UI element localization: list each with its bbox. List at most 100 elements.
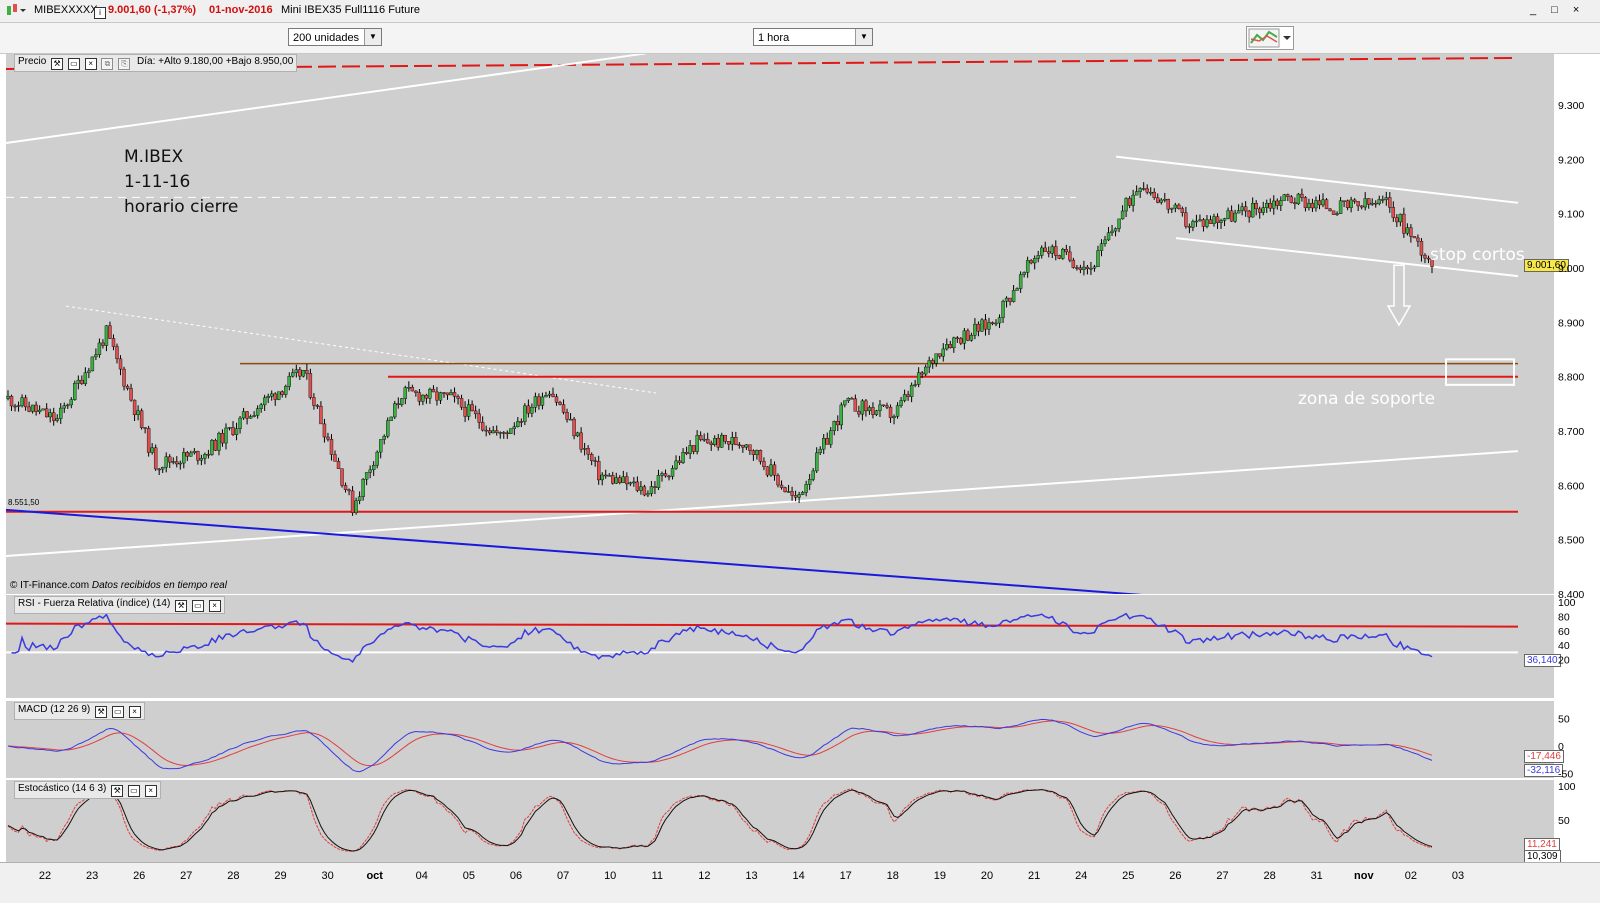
wrench-icon[interactable]: ⚒ <box>111 785 124 797</box>
window-controls[interactable]: _ □ × <box>1530 4 1586 16</box>
candle-body <box>9 395 14 407</box>
candle-body <box>969 334 974 341</box>
rsi-chart <box>6 612 1519 663</box>
candle-body <box>403 387 408 399</box>
candle-body <box>744 444 749 448</box>
x-tick-label: 21 <box>1028 870 1040 882</box>
candle-body <box>948 344 953 349</box>
x-tick-label: 18 <box>887 870 899 882</box>
candle-body <box>280 391 284 395</box>
indicators-icon <box>1248 28 1291 48</box>
candle-body <box>934 353 938 364</box>
units-select-value: 200 unidades <box>293 32 360 44</box>
chart-annotation: M.IBEX 1-11-16 horario cierre <box>124 145 238 220</box>
rsi-panel-header: RSI - Fuerza Relativa (índice) (14) ⚒ ▭ … <box>14 596 225 614</box>
x-axis-labels: 22 23 26 27 28 29 30 oct 04 05 06 07 10 11 12 13 14 17 18 1… <box>39 870 1464 882</box>
candle-body <box>487 430 492 434</box>
candle-body <box>277 391 281 400</box>
candle-body <box>667 475 671 478</box>
candle-body <box>59 407 63 419</box>
rsi-panel-title: RSI - Fuerza Relativa (índice) (14) <box>18 598 171 609</box>
candle-body <box>196 451 200 461</box>
window-icon[interactable]: ▭ <box>111 706 124 718</box>
close-icon[interactable]: × <box>128 706 141 718</box>
candle-body <box>843 400 847 406</box>
indicators-button[interactable] <box>1246 26 1294 50</box>
candle-body <box>586 448 590 455</box>
candle-body <box>305 370 309 374</box>
candle-body <box>1338 200 1343 214</box>
candle-body <box>681 452 685 463</box>
y-axis: 9.300 9.200 9.100 9.000 8.900 8.800 8.700 8.600… <box>1558 100 1584 827</box>
candle-body <box>516 421 520 427</box>
candle-body <box>23 397 28 408</box>
candle-body <box>632 481 636 484</box>
candle-body <box>565 412 569 420</box>
candle-body <box>811 470 815 480</box>
candle-body <box>340 468 344 486</box>
candle-body <box>150 447 154 453</box>
candle-body <box>1018 274 1023 289</box>
x-axis: 22 23 26 27 28 29 30 oct 04 05 06 07 10 11 12 13 14 17 18 1… <box>0 862 1600 903</box>
chart-toolbar: 200 unidades ▼ 1 hora ▼ <box>0 23 1600 54</box>
candle-body <box>262 397 267 406</box>
info-icon[interactable]: i <box>92 4 106 19</box>
candle-body <box>153 447 158 470</box>
candle-body <box>1198 219 1202 222</box>
candle-body <box>343 485 348 491</box>
rsi-value-badge: 36,140 <box>1524 654 1561 667</box>
window-icon[interactable]: ▭ <box>191 600 204 612</box>
close-icon[interactable]: × <box>84 58 97 70</box>
window-icon[interactable]: ▭ <box>127 785 140 797</box>
wrench-icon[interactable]: ⚒ <box>175 600 188 612</box>
candle-body <box>1212 216 1216 224</box>
timeframe-select[interactable]: 1 hora ▼ <box>753 28 873 46</box>
close-icon[interactable]: × <box>144 785 157 797</box>
y-tick-label: 9.000 <box>1558 263 1584 275</box>
candle-body <box>203 453 207 459</box>
candle-body <box>1127 198 1132 206</box>
y-tick-label: 8.600 <box>1558 480 1584 492</box>
candle-body <box>234 428 239 435</box>
wrench-icon[interactable]: ⚒ <box>95 706 108 718</box>
candle-body <box>684 452 689 454</box>
stoch-k-line <box>7 788 1433 853</box>
candle-body <box>1075 267 1079 269</box>
x-tick-label: 14 <box>792 870 804 882</box>
candle-body <box>224 427 228 444</box>
candle-body <box>976 323 981 332</box>
candle-body <box>1367 198 1371 205</box>
chart-type-icon[interactable] <box>4 2 26 21</box>
candle-body <box>660 473 664 476</box>
stoch-panel: Estocástico (14 6 3) ⚒ ▭ × <box>6 780 1554 862</box>
candle-body <box>579 432 583 450</box>
candle-body <box>1208 219 1213 224</box>
x-tick-label: 25 <box>1122 870 1134 882</box>
candle-body <box>1068 251 1072 261</box>
wrench-icon[interactable]: ⚒ <box>51 58 64 70</box>
support-label: zona de soporte <box>1298 389 1436 409</box>
candle-body <box>210 440 214 455</box>
candle-body <box>502 432 506 434</box>
candle-body <box>558 402 562 405</box>
candle-body <box>259 404 263 409</box>
candle-body <box>312 397 316 406</box>
y-tick-label: 9.100 <box>1558 209 1584 221</box>
window-icon[interactable]: ▭ <box>67 58 80 70</box>
macd-line <box>7 718 1433 773</box>
paste-icon[interactable]: ⎘ <box>118 58 131 70</box>
price-change-label: 9.001,60 (-1,37%) <box>108 4 197 16</box>
candle-body <box>772 464 777 476</box>
candle-body <box>357 496 362 501</box>
candle-body <box>533 396 538 408</box>
candle-body <box>83 372 88 384</box>
units-select[interactable]: 200 unidades ▼ <box>288 28 382 46</box>
copy-icon[interactable]: ⧉ <box>101 58 114 70</box>
candle-body <box>73 383 77 400</box>
close-icon[interactable]: × <box>208 600 221 612</box>
candle-body <box>1426 257 1431 260</box>
macd-chart <box>7 718 1433 773</box>
candle-body <box>1145 188 1149 193</box>
candle-body <box>670 468 675 477</box>
candle-body <box>797 494 801 498</box>
